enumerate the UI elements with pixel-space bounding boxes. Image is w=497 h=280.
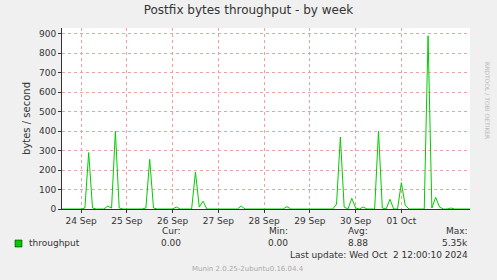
svg-text:27 Sep: 27 Sep (203, 216, 235, 226)
svg-text:100: 100 (39, 185, 56, 195)
svg-text:0.00: 0.00 (161, 238, 181, 248)
svg-text:800: 800 (39, 48, 56, 58)
svg-text:01 Oct: 01 Oct (386, 216, 416, 226)
svg-text:Min:: Min: (269, 226, 288, 236)
svg-text:0: 0 (50, 204, 56, 214)
svg-text:26 Sep: 26 Sep (157, 216, 189, 226)
svg-text:Avg:: Avg: (348, 226, 368, 236)
svg-text:24 Sep: 24 Sep (65, 216, 97, 226)
svg-text:8.88: 8.88 (348, 238, 368, 248)
svg-text:200: 200 (39, 165, 56, 175)
svg-text:28 Sep: 28 Sep (248, 216, 280, 226)
svg-text:700: 700 (39, 68, 56, 78)
svg-text:Postfix bytes throughput - by: Postfix bytes throughput - by week (144, 3, 354, 17)
svg-text:29 Sep: 29 Sep (294, 216, 326, 226)
svg-text:RRDTOOL / TOBI OETIKER: RRDTOOL / TOBI OETIKER (484, 62, 491, 139)
svg-text:throughput: throughput (29, 238, 80, 248)
svg-text:900: 900 (39, 29, 56, 39)
svg-text:Last update: Wed Oct 2 12:00:: Last update: Wed Oct 2 12:00:10 2024 (290, 250, 468, 260)
svg-text:bytes / second: bytes / second (21, 82, 32, 155)
svg-text:25 Sep: 25 Sep (111, 216, 143, 226)
svg-text:600: 600 (39, 87, 56, 97)
svg-text:400: 400 (39, 126, 56, 136)
svg-text:0.00: 0.00 (268, 238, 288, 248)
svg-text:Cur:: Cur: (162, 226, 181, 236)
svg-text:Max:: Max: (446, 226, 468, 236)
svg-text:Munin 2.0.25-2ubuntu0.16.04.4: Munin 2.0.25-2ubuntu0.16.04.4 (192, 265, 304, 273)
svg-text:500: 500 (39, 107, 56, 117)
svg-text:300: 300 (39, 146, 56, 156)
svg-text:5.35k: 5.35k (442, 238, 468, 248)
svg-text:30 Sep: 30 Sep (340, 216, 372, 226)
